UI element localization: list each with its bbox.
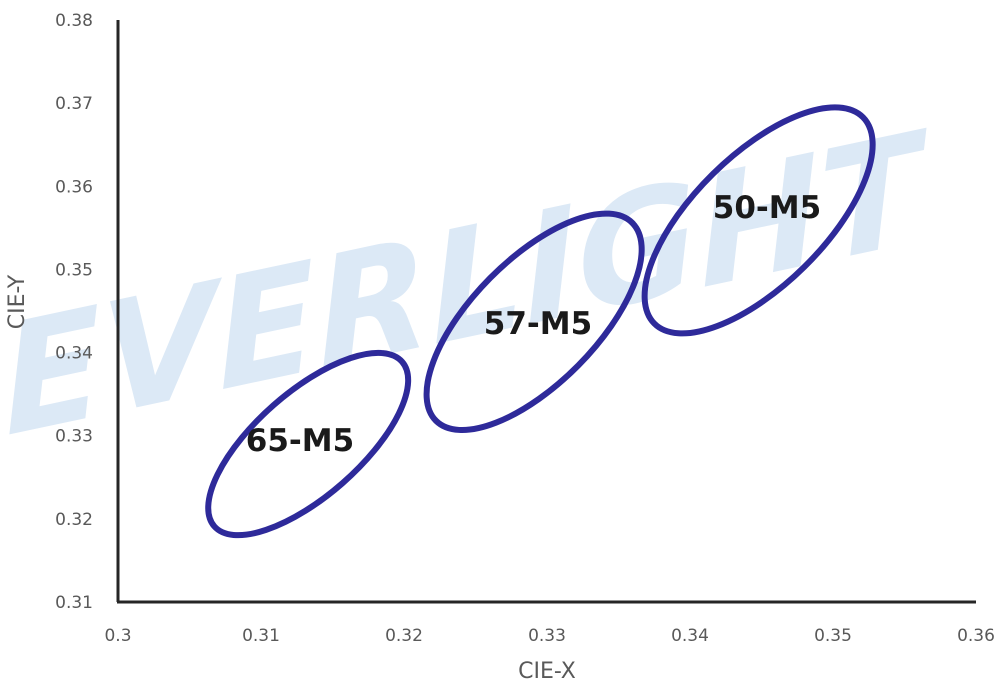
y-tick-label: 0.38 xyxy=(55,11,93,31)
watermark: EVERLIGHT xyxy=(0,97,937,471)
x-tick-label: 0.3 xyxy=(104,626,131,646)
color-regions: 65-M5 57-M5 50-M5 xyxy=(205,104,876,539)
axes xyxy=(116,20,976,604)
region-label: 50-M5 xyxy=(713,190,821,226)
y-tick-label: 0.35 xyxy=(55,260,93,280)
x-tick-label: 0.31 xyxy=(242,626,280,646)
region-label: 57-M5 xyxy=(484,306,592,342)
y-tick-label: 0.33 xyxy=(55,427,93,447)
x-tick-label: 0.36 xyxy=(957,626,995,646)
watermark-logo-text: EVERLIGHT xyxy=(0,97,937,471)
region-ellipse xyxy=(423,210,645,434)
y-tick-label: 0.31 xyxy=(55,593,93,613)
y-tick-label: 0.36 xyxy=(55,177,93,197)
x-tick-label: 0.32 xyxy=(385,626,423,646)
region-ellipse xyxy=(641,104,876,337)
x-tick-label: 0.33 xyxy=(528,626,566,646)
x-axis-title: CIE-X xyxy=(518,659,576,684)
y-axis-title: CIE-Y xyxy=(5,274,30,329)
y-tick-label: 0.32 xyxy=(55,510,93,530)
tick-labels: 0.3 0.31 0.32 0.33 0.34 0.35 0.36 0.31 0.32 0.33 0… xyxy=(55,11,995,646)
y-tick-label: 0.34 xyxy=(55,344,93,364)
x-tick-label: 0.35 xyxy=(814,626,852,646)
x-tick-label: 0.34 xyxy=(671,626,709,646)
region-label: 65-M5 xyxy=(246,423,354,459)
region-ellipse xyxy=(205,349,412,539)
y-tick-label: 0.37 xyxy=(55,94,93,114)
